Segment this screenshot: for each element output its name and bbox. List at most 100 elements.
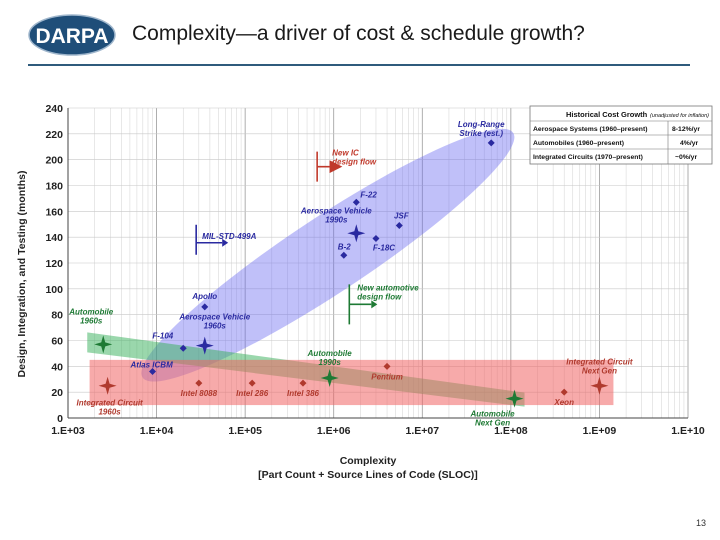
ic-label-intel-8088-line: Intel 8088 [181, 389, 218, 398]
y-axis-label: Design, Integration, and Testing (months… [16, 171, 28, 378]
legend-row-automobiles-label: Automobiles (1960–present) [533, 140, 624, 147]
mil-std-arrowhead [222, 238, 229, 247]
aerospace-label-jsf-line: JSF [394, 212, 410, 221]
aerospace-label-apollo: Apollo [191, 292, 217, 301]
epoch-marker-automobile-1990s [320, 368, 339, 387]
tick-labels: 0 20 40 60 80 100 120 140 160 180 200 220 240 1.E+03 1… [45, 103, 704, 437]
x-tick-label: 1.E+07 [405, 425, 439, 437]
page-number: 13 [695, 518, 706, 528]
aerospace-label-b-2-line: B-2 [338, 242, 351, 251]
ic-point-pentium [383, 362, 391, 370]
y-tick-label: 240 [45, 103, 63, 115]
epoch-marker-automobile-next-gen [505, 389, 524, 408]
mil-std-label: MIL-STD-499A [202, 232, 256, 241]
aerospace-label-atlas-icbm-line: Atlas ICBM [130, 361, 174, 370]
aerospace-label-long-range-strike-est-line: Strike (est.) [459, 129, 503, 138]
mil-std-label-line: MIL-STD-499A [202, 232, 256, 241]
ic-point-xeon [560, 388, 568, 396]
trend-bands [87, 128, 614, 407]
legend-table: Historical Cost Growth (unadjusted for i… [529, 105, 713, 165]
title-divider [28, 64, 690, 66]
aerospace-label-f-104: F-104 [152, 331, 173, 340]
aerospace-point-b-2 [340, 251, 348, 259]
y-tick-label: 160 [45, 206, 63, 218]
aerospace-point-long-range-strike-est [487, 139, 495, 147]
epoch-marker-automobile-1960s [94, 335, 113, 354]
data-points: Long-Range Strike (est.) F-22 JSF F-18C B-2 Ap… [68, 120, 633, 428]
aerospace-label-f-22-line: F-22 [360, 190, 377, 199]
ic-label-intel-286-line: Intel 286 [236, 389, 269, 398]
epoch-label-aerospace-vehicle-1960s-line: 1960s [204, 322, 227, 331]
y-tick-label: 100 [45, 284, 63, 296]
ic-label-xeon: Xeon [553, 398, 574, 407]
legend-row-automobiles-value: 4%/yr [680, 140, 698, 147]
y-tick-label: 180 [45, 181, 63, 193]
new-ic-flow-label-line: New IC [332, 149, 359, 158]
epoch-label-integrated-circuit-1960s-line: 1960s [98, 408, 121, 417]
epoch-marker-aerospace-vehicle-1960s [195, 336, 214, 355]
aerospace-point-f-104 [179, 344, 187, 352]
new-auto-flow-arrowhead [371, 300, 378, 309]
x-tick-label: 1.E+08 [494, 425, 528, 437]
ic-label-intel-8088: Intel 8088 [181, 389, 218, 398]
ic-label-pentium-line: Pentium [371, 372, 403, 381]
epoch-label-integrated-circuit-1960s: Integrated Circuit 1960s [76, 399, 143, 417]
epoch-label-automobile-next-gen-line: Next Gen [475, 419, 510, 428]
epoch-label-aerospace-vehicle-1960s: Aerospace Vehicle 1960s [178, 313, 250, 331]
epoch-label-automobile-1960s: Automobile 1960s [68, 307, 114, 325]
legend-row-aerospace-value: 8-12%/yr [672, 126, 700, 133]
darpa-logo-text: DARPA [35, 25, 108, 48]
epoch-label-aerospace-vehicle-1990s-line: 1990s [325, 215, 348, 224]
new-auto-flow-label: New automotive design flow [357, 283, 419, 301]
aerospace-point-f-22 [352, 198, 360, 206]
aerospace-point-f-18c [372, 234, 380, 242]
slide-title: Complexity—a driver of cost & schedule g… [132, 22, 585, 45]
epoch-label-integrated-circuit-next-gen-line: Integrated Circuit [566, 358, 633, 367]
epoch-label-aerospace-vehicle-1960s-line: Aerospace Vehicle [178, 313, 250, 322]
aerospace-label-long-range-strike-est: Long-Range Strike (est.) [458, 120, 505, 138]
y-tick-label: 60 [51, 336, 63, 348]
y-tick-label: 0 [57, 413, 63, 425]
x-tick-label: 1.E+09 [583, 425, 617, 437]
complexity-chart: 0 20 40 60 80 100 120 140 160 180 200 220 240 1.E+03 1… [16, 103, 713, 481]
y-tick-label: 20 [51, 387, 63, 399]
epoch-label-integrated-circuit-next-gen-line: Next Gen [582, 367, 617, 376]
legend-row-ic-value: ~0%/yr [675, 154, 697, 161]
aerospace-label-f-18c-line: F-18C [373, 243, 395, 252]
y-tick-label: 40 [51, 361, 63, 373]
epoch-label-automobile-1960s-line: 1960s [80, 316, 103, 325]
aerospace-label-long-range-strike-est-line: Long-Range [458, 120, 505, 129]
legend-header-note: (unadjusted for inflation) [650, 113, 709, 119]
epoch-marker-integrated-circuit-1960s [98, 376, 117, 395]
y-tick-label: 120 [45, 258, 63, 270]
x-tick-label: 1.E+06 [317, 425, 351, 437]
x-axis-label: Complexity [340, 455, 397, 467]
y-tick-label: 200 [45, 155, 63, 167]
ic-label-intel-386: Intel 386 [287, 389, 320, 398]
legend-header: Historical Cost Growth [566, 110, 648, 119]
ic-label-intel-286: Intel 286 [236, 389, 269, 398]
new-ic-flow-label: New IC design flow [332, 149, 377, 167]
new-auto-flow-label-line: New automotive [357, 283, 419, 292]
ic-point-intel-8088 [195, 379, 203, 387]
x-tick-label: 1.E+04 [140, 425, 174, 437]
aerospace-label-jsf: JSF [394, 212, 410, 221]
epoch-label-integrated-circuit-next-gen: Integrated Circuit Next Gen [566, 358, 633, 376]
x-tick-label: 1.E+10 [671, 425, 705, 437]
ic-label-pentium: Pentium [371, 372, 403, 381]
epoch-label-automobile-next-gen: Automobile Next Gen [470, 410, 516, 428]
epoch-label-automobile-1990s-line: Automobile [307, 349, 353, 358]
aerospace-point-atlas-icbm [149, 368, 157, 375]
x-tick-label: 1.E+05 [228, 425, 262, 437]
epoch-marker-integrated-circuit-next-gen [590, 376, 609, 395]
new-ic-flow-arrow [316, 151, 339, 182]
aerospace-label-apollo-line: Apollo [191, 292, 217, 301]
aerospace-point-apollo [201, 303, 209, 311]
x-axis-sublabel: [Part Count + Source Lines of Code (SLOC… [258, 469, 478, 481]
legend-row-aerospace-label: Aerospace Systems (1960–present) [533, 126, 647, 133]
aerospace-trend-band [141, 128, 515, 382]
ic-label-intel-386-line: Intel 386 [287, 389, 320, 398]
aerospace-label-f-22: F-22 [360, 190, 377, 199]
x-tick-label: 1.E+03 [51, 425, 85, 437]
epoch-label-aerospace-vehicle-1990s: Aerospace Vehicle 1990s [300, 206, 372, 224]
